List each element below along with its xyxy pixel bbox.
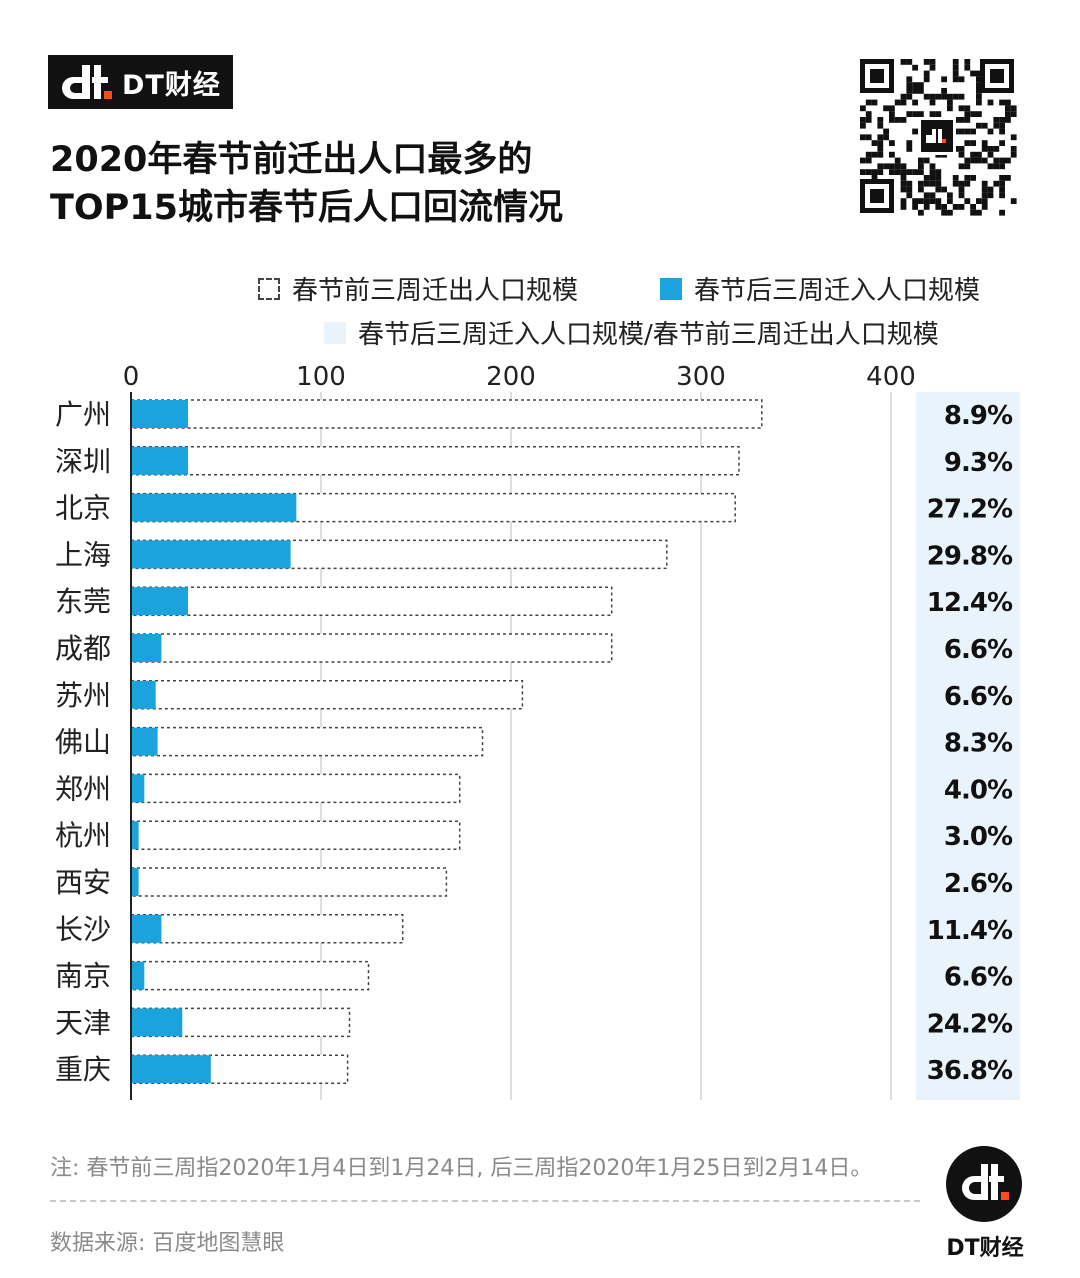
legend-item-ratio: 春节后三周迁入人口规模/春节前三周迁出人口规模 — [324, 314, 939, 351]
category-label: 郑州 — [55, 772, 111, 805]
brand-badge: DT财经 — [48, 55, 233, 109]
bar-inflow — [131, 634, 162, 662]
ratio-label: 8.3% — [944, 729, 1013, 759]
bar-outflow — [130, 680, 524, 710]
legend-item-inflow: 春节后三周迁入人口规模 — [660, 270, 980, 307]
bar-inflow — [131, 1008, 183, 1037]
ratio-label: 9.3% — [944, 448, 1013, 478]
ratio-label: 36.8% — [927, 1056, 1013, 1086]
category-label: 杭州 — [55, 819, 111, 852]
category-label: 东莞 — [55, 585, 111, 618]
chart-title: 2020年春节前迁出人口最多的 TOP15城市春节后人口回流情况 — [50, 136, 563, 232]
data-source: 数据来源: 百度地图慧眼 — [50, 1231, 285, 1256]
ratio-label: 12.4% — [927, 588, 1013, 618]
bar-outflow — [130, 914, 404, 944]
title-line-1: 2020年春节前迁出人口最多的 — [50, 140, 533, 180]
bar-outflow — [130, 773, 461, 804]
legend-label-outflow: 春节前三周迁出人口规模 — [292, 276, 579, 306]
ratio-label: 11.4% — [927, 916, 1013, 946]
category-label: 广州 — [55, 398, 111, 431]
ratio-label: 3.0% — [944, 822, 1013, 852]
legend-swatch-inflow — [660, 277, 682, 300]
bar-inflow — [131, 446, 188, 475]
category-label: 南京 — [55, 960, 111, 993]
bar-outflow — [130, 820, 461, 850]
legend-label-ratio: 春节后三周迁入人口规模/春节前三周迁出人口规模 — [358, 320, 939, 350]
title-line-2: TOP15城市春节后人口回流情况 — [50, 188, 563, 228]
legend-label-inflow: 春节后三周迁入人口规模 — [694, 276, 981, 306]
ratio-label: 27.2% — [927, 495, 1013, 525]
ratio-label: 6.6% — [944, 963, 1013, 993]
legend-swatch-ratio — [324, 321, 346, 344]
ratio-label: 6.6% — [944, 635, 1013, 665]
footnote: 注: 春节前三周指2020年1月4日到1月24日, 后三周指2020年1月25日… — [50, 1156, 873, 1181]
category-label: 佛山 — [55, 726, 111, 759]
ratio-label: 4.0% — [944, 775, 1013, 805]
bar-inflow — [131, 587, 188, 616]
category-label: 上海 — [55, 538, 111, 571]
bar-outflow — [130, 960, 370, 991]
round-logo-label: DT财经 — [946, 1236, 1024, 1261]
dt-logo-icon — [60, 63, 112, 101]
bar-outflow — [130, 446, 740, 476]
bar-outflow — [130, 586, 613, 616]
category-label: 北京 — [55, 492, 111, 525]
category-label: 长沙 — [55, 913, 111, 946]
category-label: 西安 — [55, 866, 111, 899]
bar-outflow — [130, 633, 613, 663]
category-label: 成都 — [55, 632, 111, 665]
bar-inflow — [131, 961, 145, 990]
x-tick-label: 0 — [123, 362, 140, 392]
ratio-label: 2.6% — [944, 869, 1013, 899]
bar-inflow — [131, 680, 156, 709]
category-label: 天津 — [55, 1006, 111, 1039]
legend-item-outflow: 春节前三周迁出人口规模 — [258, 270, 578, 307]
category-label: 苏州 — [55, 679, 111, 712]
x-tick-label: 200 — [486, 362, 536, 392]
ratio-label: 24.2% — [927, 1009, 1013, 1039]
bar-inflow — [131, 914, 162, 943]
bar-inflow — [131, 400, 188, 428]
bar-inflow — [131, 540, 291, 569]
x-tick-label: 100 — [296, 362, 346, 392]
divider — [50, 1200, 920, 1202]
x-tick-label: 300 — [676, 362, 726, 392]
bar-inflow — [131, 727, 158, 756]
bar-outflow — [130, 867, 448, 897]
qr-code-icon — [856, 55, 1018, 217]
legend-swatch-outflow — [258, 277, 280, 300]
ratio-label: 8.9% — [944, 401, 1013, 431]
bar-inflow — [131, 1055, 211, 1084]
bar-inflow — [131, 868, 139, 896]
bar-inflow — [131, 493, 297, 522]
dt-round-logo-icon — [946, 1146, 1022, 1222]
category-label: 深圳 — [55, 445, 111, 478]
bar-outflow — [130, 726, 484, 757]
bar-outflow — [130, 399, 763, 429]
ratio-band — [916, 392, 1020, 1100]
x-tick-label: 400 — [866, 362, 916, 392]
bar-inflow — [131, 774, 145, 803]
ratio-label: 29.8% — [927, 541, 1013, 571]
brand-name: DT财经 — [122, 69, 221, 101]
ratio-label: 6.6% — [944, 682, 1013, 712]
bar-inflow — [131, 821, 139, 850]
category-label: 重庆 — [55, 1053, 111, 1086]
